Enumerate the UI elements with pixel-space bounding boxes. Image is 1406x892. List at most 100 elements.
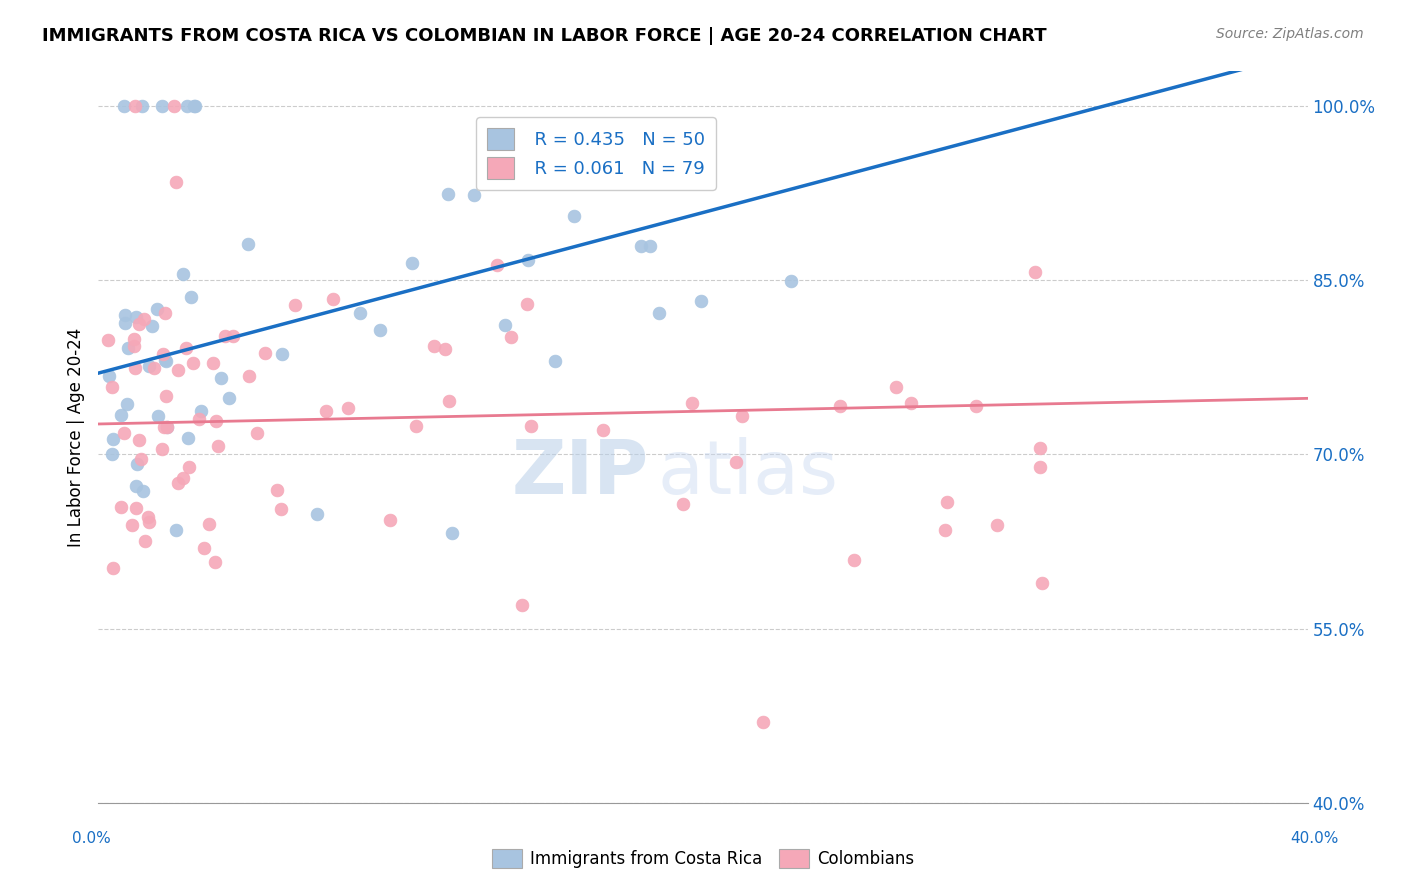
Point — [98, 368, 121, 383]
Point — [520, 418, 543, 433]
Point — [165, 175, 187, 189]
Y-axis label: In Labor Force | Age 20-24: In Labor Force | Age 20-24 — [66, 327, 84, 547]
Point — [648, 306, 671, 320]
Point — [122, 333, 145, 347]
Point — [103, 560, 125, 574]
Point — [124, 339, 146, 353]
Point — [124, 360, 146, 375]
Point — [630, 238, 652, 252]
Point — [138, 359, 160, 373]
Point — [516, 297, 538, 311]
Point — [1031, 576, 1053, 591]
Point — [174, 341, 197, 355]
Point — [935, 495, 957, 509]
Point — [752, 714, 775, 729]
Point — [114, 308, 136, 322]
Point — [156, 420, 179, 434]
Point — [271, 346, 294, 360]
Point — [132, 311, 155, 326]
Point — [886, 380, 908, 394]
Point — [177, 431, 200, 445]
Point — [138, 516, 160, 530]
Point — [124, 501, 146, 516]
Point — [900, 396, 922, 410]
Point — [134, 534, 156, 549]
Point — [562, 209, 585, 223]
Point — [433, 342, 456, 356]
Point — [97, 333, 120, 347]
Point — [322, 292, 344, 306]
Point — [141, 319, 163, 334]
Point — [129, 451, 152, 466]
Point — [152, 420, 174, 434]
Point — [193, 541, 215, 555]
Point — [153, 352, 176, 367]
Point — [152, 99, 174, 113]
Point — [167, 476, 190, 491]
Point — [965, 400, 987, 414]
Point — [121, 518, 143, 533]
Point — [167, 362, 190, 376]
Point — [517, 252, 540, 267]
Point — [198, 517, 221, 532]
Point — [218, 391, 240, 405]
Legend: Immigrants from Costa Rica, Colombians: Immigrants from Costa Rica, Colombians — [485, 842, 921, 875]
Point — [132, 484, 155, 499]
Point — [152, 347, 174, 361]
Point — [510, 599, 533, 613]
Point — [270, 501, 292, 516]
Legend:   R = 0.435   N = 50,   R = 0.061   N = 79: R = 0.435 N = 50, R = 0.061 N = 79 — [477, 117, 716, 190]
Point — [110, 408, 132, 422]
Point — [184, 99, 207, 113]
Text: Source: ZipAtlas.com: Source: ZipAtlas.com — [1216, 27, 1364, 41]
Point — [681, 396, 703, 410]
Point — [592, 423, 614, 437]
Point — [349, 305, 371, 319]
Point — [180, 290, 202, 304]
Point — [125, 457, 148, 471]
Point — [209, 371, 232, 385]
Point — [238, 368, 260, 383]
Point — [544, 354, 567, 368]
Point — [115, 397, 138, 411]
Point — [378, 513, 401, 527]
Point — [690, 293, 713, 308]
Point — [204, 555, 226, 569]
Point — [1029, 441, 1052, 455]
Point — [423, 339, 446, 353]
Text: IMMIGRANTS FROM COSTA RICA VS COLOMBIAN IN LABOR FORCE | AGE 20-24 CORRELATION C: IMMIGRANTS FROM COSTA RICA VS COLOMBIAN … — [42, 27, 1047, 45]
Point — [842, 553, 865, 567]
Point — [828, 399, 851, 413]
Point — [254, 345, 277, 359]
Point — [128, 433, 150, 447]
Point — [165, 523, 187, 537]
Point — [725, 455, 748, 469]
Point — [190, 404, 212, 418]
Point — [114, 316, 136, 330]
Text: 0.0%: 0.0% — [72, 831, 111, 846]
Point — [986, 517, 1008, 532]
Point — [638, 238, 661, 252]
Point — [153, 306, 176, 320]
Point — [315, 404, 337, 418]
Point — [101, 432, 124, 446]
Point — [124, 99, 146, 113]
Point — [124, 310, 146, 324]
Point — [172, 470, 194, 484]
Point — [155, 353, 177, 368]
Point — [110, 500, 132, 514]
Point — [136, 509, 159, 524]
Point — [150, 442, 173, 456]
Point — [441, 525, 464, 540]
Point — [236, 236, 259, 251]
Point — [1024, 265, 1046, 279]
Point — [207, 439, 229, 453]
Point — [336, 401, 359, 415]
Point — [146, 302, 169, 317]
Point — [672, 497, 695, 511]
Point — [172, 267, 194, 281]
Text: ZIP: ZIP — [512, 437, 648, 510]
Point — [401, 256, 423, 270]
Point — [148, 409, 170, 423]
Point — [100, 380, 122, 394]
